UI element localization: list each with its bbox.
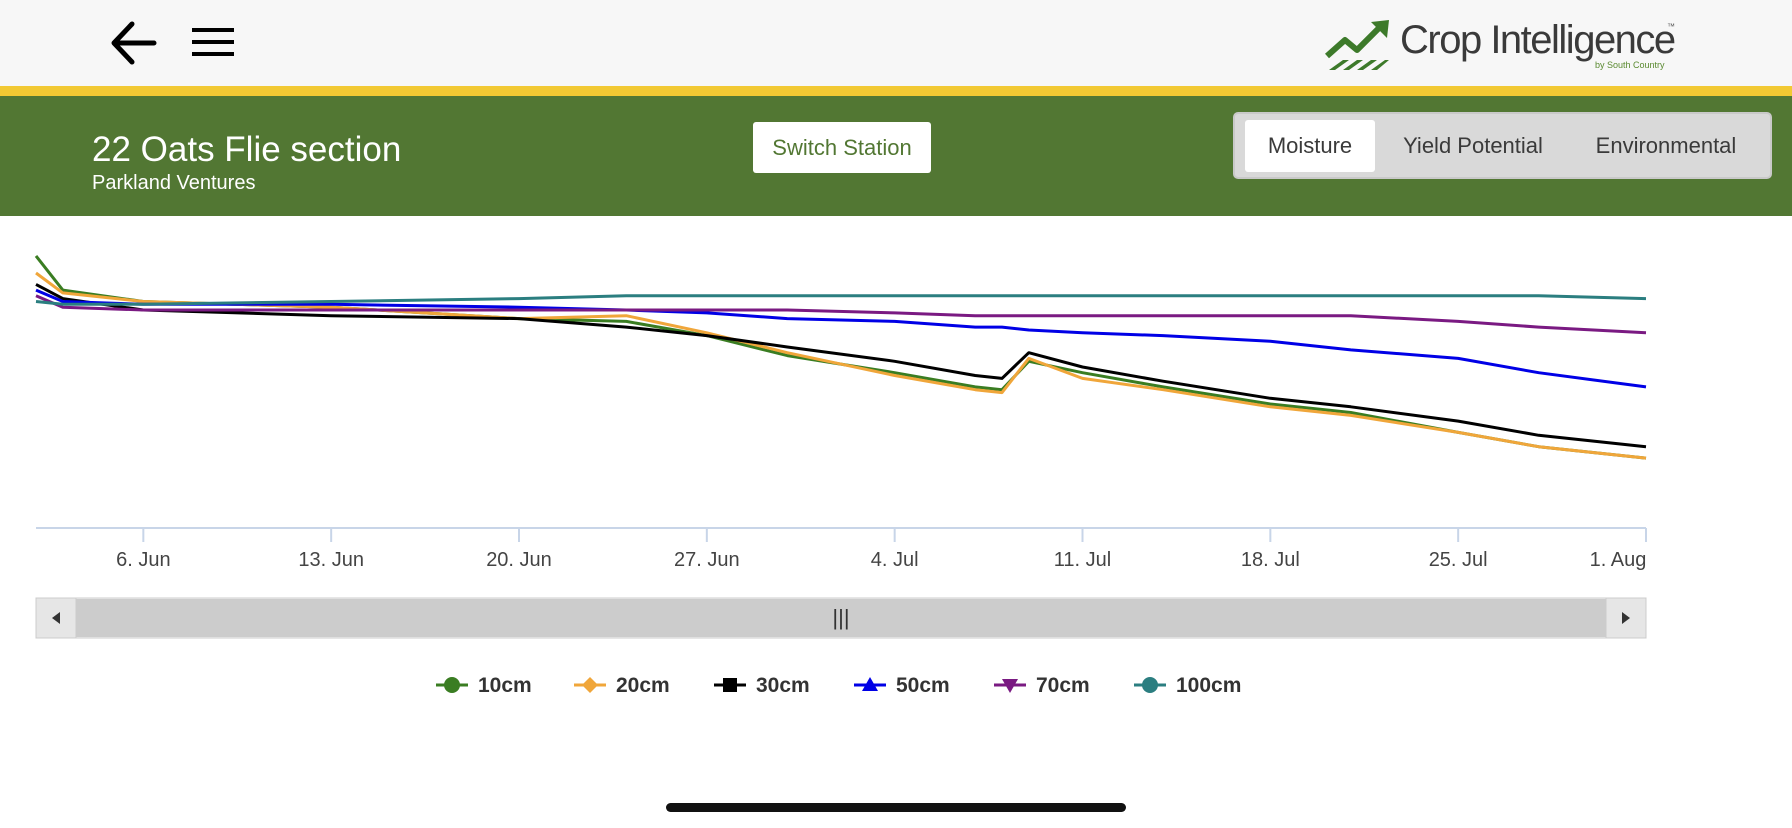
moisture-chart: 6. Jun 13. Jun 20. Jun 27. Jun 4. Jul 11. Jul…: [34, 254, 1647, 697]
x-tick-label: 18. Jul: [1241, 549, 1300, 571]
series-line-50cm[interactable]: [35, 288, 1647, 389]
navigator-scrollbar[interactable]: |||: [35, 597, 1647, 639]
legend-item-20cm[interactable]: 20cm: [574, 674, 670, 697]
legend-label: 100cm: [1176, 674, 1241, 697]
legend-marker-triangle-down: [1002, 679, 1018, 693]
chart-legend: 10cm 20cm 30cm 50cm 70cm 100cm: [436, 674, 1241, 697]
x-tick-label: 1. Aug: [1590, 549, 1647, 571]
menu-button[interactable]: [190, 22, 236, 62]
series-line-70cm[interactable]: [35, 294, 1647, 335]
x-tick-label: 6. Jun: [116, 549, 170, 571]
legend-label: 30cm: [756, 674, 810, 697]
x-tick-label: 20. Jun: [486, 549, 552, 571]
legend-marker-diamond: [582, 677, 598, 693]
scrollbar-thumb[interactable]: [76, 599, 1608, 637]
legend-marker-triangle-up: [862, 677, 878, 691]
legend-marker-circle: [444, 677, 460, 693]
series-line-20cm[interactable]: [35, 271, 1647, 460]
legend-label: 70cm: [1036, 674, 1090, 697]
scrollbar-grip[interactable]: |||: [832, 605, 849, 630]
station-title: 22 Oats Flie section: [92, 130, 402, 169]
home-indicator: [666, 803, 1126, 812]
tab-yield-potential[interactable]: Yield Potential: [1403, 133, 1543, 158]
legend-item-30cm[interactable]: 30cm: [714, 674, 810, 697]
brand-logo: Crop Intelligence ™ by South Country: [1325, 14, 1680, 74]
brand-name: Crop Intelligence: [1400, 18, 1676, 62]
station-header: 22 Oats Flie section Parkland Ventures S…: [0, 96, 1792, 216]
legend-item-50cm[interactable]: 50cm: [854, 674, 950, 697]
trademark-symbol: ™: [1667, 22, 1675, 31]
tab-environmental[interactable]: Environmental: [1595, 133, 1737, 158]
station-owner: Parkland Ventures: [92, 172, 256, 194]
legend-label: 20cm: [616, 674, 670, 697]
crop-intelligence-logo-icon: [1325, 20, 1389, 70]
legend-label: 50cm: [896, 674, 950, 697]
x-tick-label: 25. Jul: [1429, 549, 1488, 571]
legend-marker-circle: [1142, 677, 1158, 693]
x-tick-label: 11. Jul: [1054, 549, 1111, 571]
scroll-left-button[interactable]: [35, 597, 77, 639]
back-button[interactable]: [108, 18, 160, 68]
switch-station-button[interactable]: Switch Station: [753, 122, 931, 173]
x-tick-label: 13. Jun: [298, 549, 364, 571]
view-tabs: Moisture Yield Potential Environmental: [1233, 112, 1772, 179]
series-line-100cm[interactable]: [35, 294, 1647, 306]
accent-stripe: [0, 86, 1792, 96]
brand-tagline: by South Country: [1595, 60, 1665, 70]
x-axis: 6. Jun 13. Jun 20. Jun 27. Jun 4. Jul 11. Jul…: [116, 528, 1647, 571]
legend-marker-square: [723, 678, 737, 692]
caret-left-icon: [52, 612, 60, 624]
caret-right-icon: [1622, 612, 1630, 624]
series-line-30cm[interactable]: [35, 283, 1647, 449]
scroll-right-button[interactable]: [1605, 597, 1647, 639]
top-navigation-bar: Crop Intelligence ™ by South Country: [0, 0, 1792, 96]
arrow-left-icon: [111, 21, 157, 65]
plot-area: [34, 254, 1647, 460]
tab-moisture[interactable]: Moisture: [1245, 120, 1375, 172]
series-line-10cm[interactable]: [34, 254, 1647, 460]
hamburger-menu-icon: [192, 28, 234, 56]
legend-item-100cm[interactable]: 100cm: [1134, 674, 1241, 697]
legend-item-70cm[interactable]: 70cm: [994, 674, 1090, 697]
x-tick-label: 4. Jul: [871, 549, 919, 571]
legend-label: 10cm: [478, 674, 532, 697]
legend-item-10cm[interactable]: 10cm: [436, 674, 532, 697]
x-tick-label: 27. Jun: [674, 549, 740, 571]
